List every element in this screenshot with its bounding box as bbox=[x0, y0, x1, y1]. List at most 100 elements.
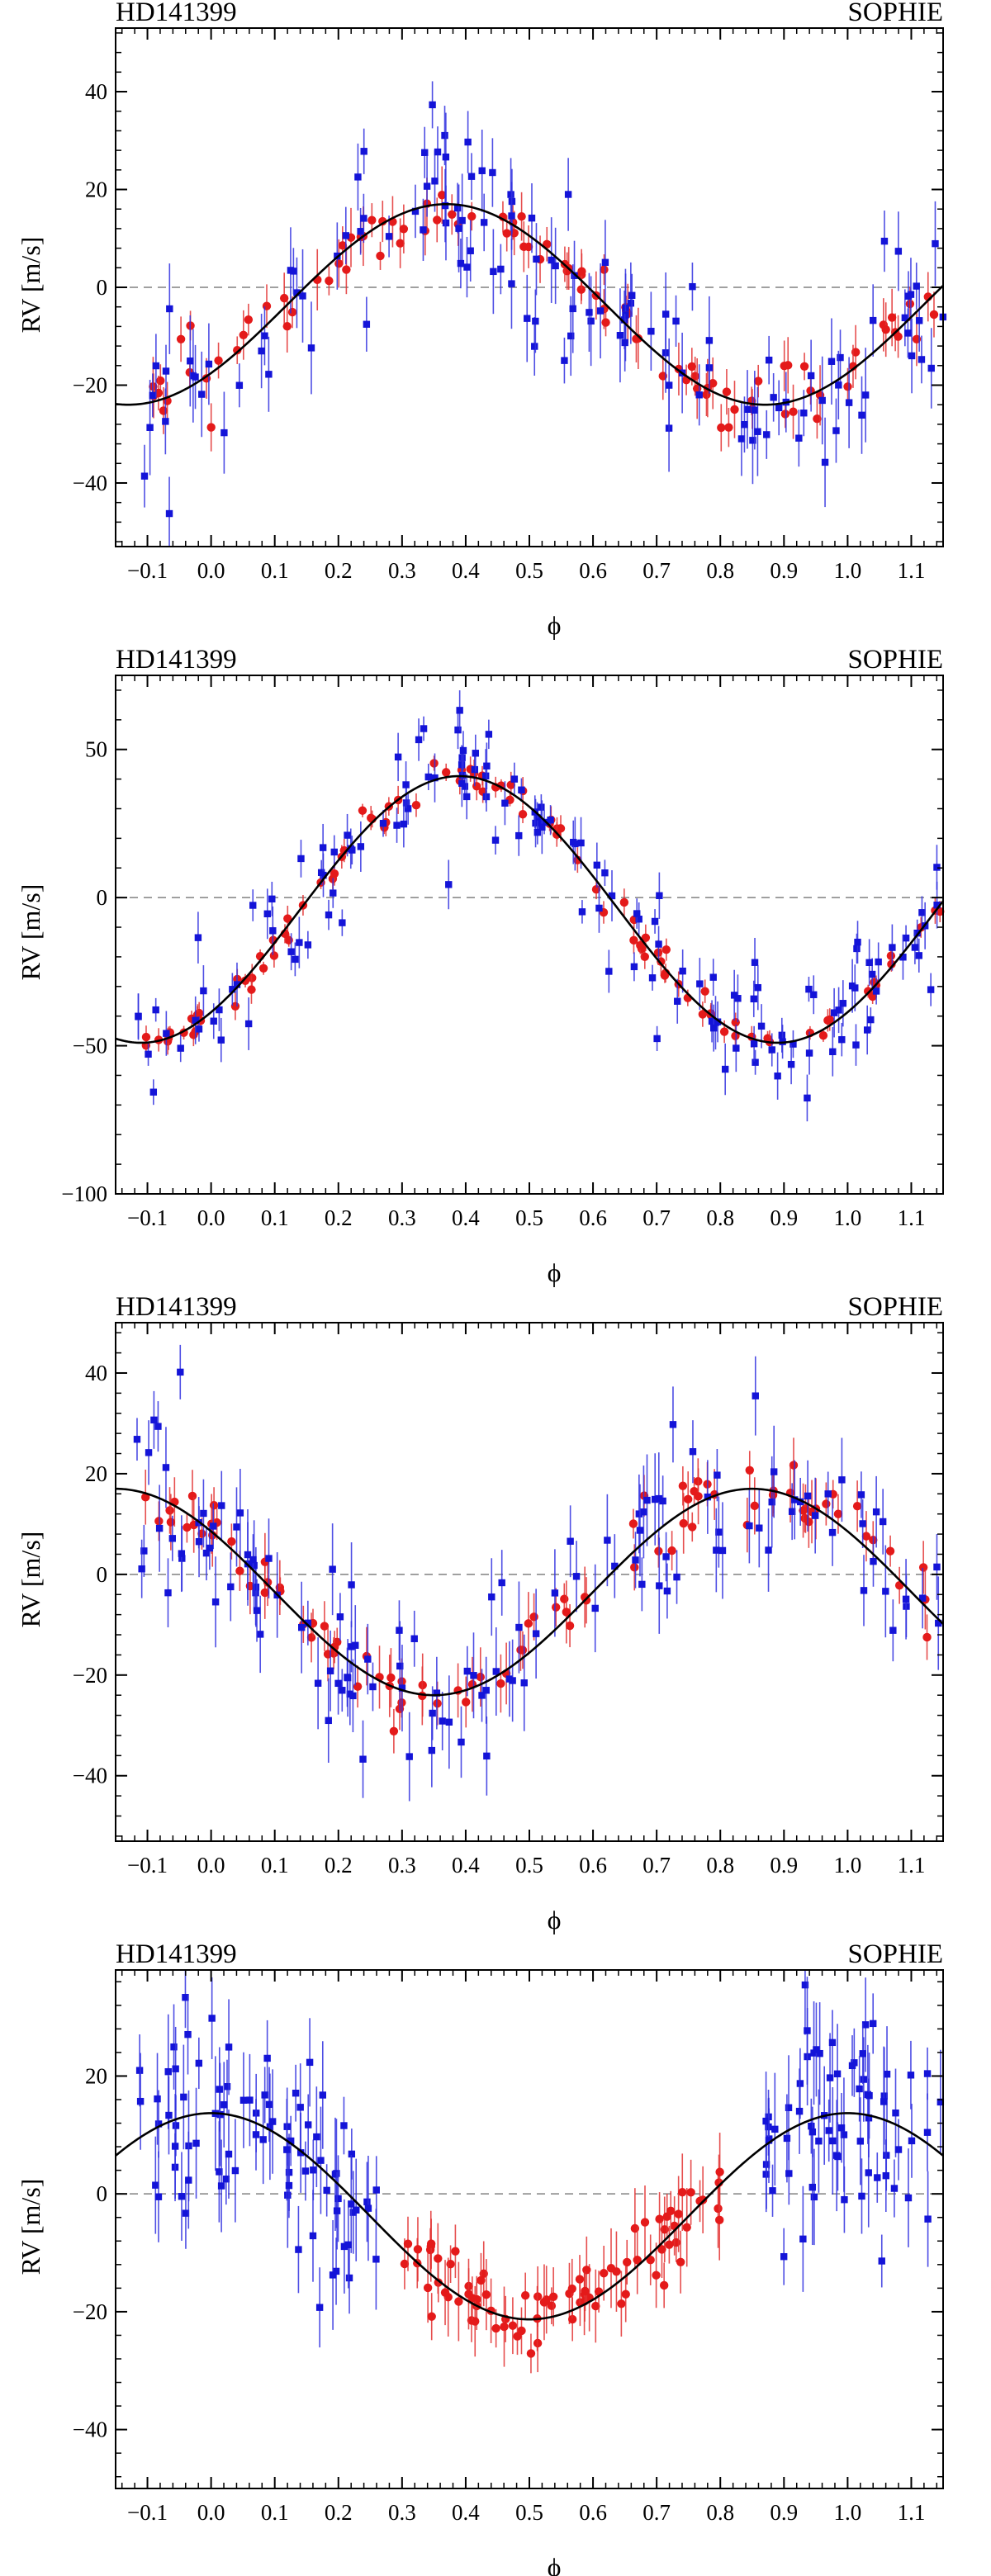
data-point-other bbox=[708, 1017, 716, 1025]
data-point-other bbox=[933, 1563, 941, 1571]
panel-4-title-left: HD141399 bbox=[116, 1939, 237, 1969]
data-point-other bbox=[867, 1016, 875, 1024]
data-point-other bbox=[757, 1022, 766, 1030]
x-tick-label: 0.7 bbox=[642, 2500, 671, 2525]
panel-2-axes: −0.1 0.0 0.1 0.2 0.3 0.4 0.5 0.6 0.7 0.8 0.9 1.0 1.1… bbox=[61, 675, 944, 1230]
data-point-sophie bbox=[214, 356, 223, 365]
data-point-other bbox=[811, 1512, 819, 1519]
data-point-sophie bbox=[667, 1546, 676, 1556]
data-point-other bbox=[883, 2070, 891, 2078]
data-point-other bbox=[431, 178, 439, 185]
x-tick-label: 0.8 bbox=[706, 2500, 734, 2525]
data-point-other bbox=[429, 1709, 436, 1717]
data-point-sophie bbox=[600, 2269, 609, 2278]
data-point-other bbox=[765, 2137, 773, 2144]
data-point-other bbox=[795, 2107, 804, 2115]
data-point-sophie bbox=[517, 212, 526, 221]
data-point-sophie bbox=[524, 242, 533, 252]
data-point-other bbox=[839, 1000, 847, 1007]
data-point-sophie bbox=[715, 2167, 724, 2176]
data-point-sophie bbox=[702, 390, 711, 400]
data-point-sophie bbox=[715, 2215, 724, 2225]
data-point-other bbox=[192, 1016, 199, 1024]
data-point-other bbox=[828, 1528, 837, 1537]
x-tick-label: 0.4 bbox=[452, 558, 480, 583]
data-point-other bbox=[348, 2200, 355, 2208]
data-point-other bbox=[154, 2193, 163, 2200]
x-tick-label: 0.3 bbox=[388, 1205, 416, 1230]
panel-1-fit-layer bbox=[115, 202, 944, 406]
data-point-other bbox=[357, 843, 365, 850]
data-point-other bbox=[325, 1717, 332, 1725]
y-tick-label: 20 bbox=[85, 178, 107, 202]
data-point-other bbox=[162, 1464, 170, 1471]
data-point-other bbox=[235, 381, 244, 389]
data-point-other bbox=[834, 2152, 842, 2161]
data-point-other bbox=[287, 948, 295, 955]
data-point-sophie bbox=[440, 2288, 450, 2297]
data-point-other bbox=[795, 434, 803, 442]
x-tick-label: 0.7 bbox=[642, 1205, 671, 1230]
data-point-sophie bbox=[665, 2240, 674, 2249]
x-tick-label: 1.0 bbox=[834, 558, 862, 583]
x-tick-label: −0.1 bbox=[127, 558, 168, 583]
data-point-other bbox=[217, 2182, 225, 2190]
data-point-other bbox=[564, 191, 572, 198]
data-point-other bbox=[478, 167, 486, 174]
data-point-other bbox=[489, 168, 496, 177]
data-point-other bbox=[152, 362, 160, 370]
data-point-other bbox=[787, 1060, 795, 1068]
panel-2-series-layer bbox=[135, 690, 945, 1122]
data-point-other bbox=[296, 2104, 304, 2111]
data-point-other bbox=[875, 958, 882, 966]
data-point-other bbox=[872, 1508, 880, 1516]
data-point-other bbox=[400, 820, 408, 828]
data-point-other bbox=[704, 1493, 712, 1501]
data-point-other bbox=[163, 1030, 170, 1037]
data-point-other bbox=[304, 2121, 312, 2129]
data-point-other bbox=[283, 2146, 291, 2153]
data-point-other bbox=[635, 1510, 643, 1518]
data-point-sophie bbox=[240, 976, 250, 986]
data-point-other bbox=[737, 435, 746, 443]
data-point-other bbox=[547, 817, 554, 824]
data-point-other bbox=[138, 1565, 145, 1573]
data-point-sophie bbox=[206, 423, 216, 432]
data-point-sophie bbox=[429, 759, 439, 768]
x-tick-label: 0.0 bbox=[197, 1205, 225, 1230]
data-point-other bbox=[310, 2166, 317, 2174]
data-point-other bbox=[936, 2098, 945, 2106]
data-point-other bbox=[319, 2091, 326, 2099]
data-point-other bbox=[635, 916, 642, 923]
data-point-other bbox=[379, 820, 387, 827]
data-point-other bbox=[349, 1692, 357, 1700]
data-point-other bbox=[225, 2043, 233, 2051]
data-point-other bbox=[306, 2058, 314, 2067]
data-point-sophie bbox=[403, 2239, 413, 2248]
data-point-other bbox=[518, 786, 525, 793]
data-point-other bbox=[762, 2117, 770, 2125]
data-point-other bbox=[259, 2136, 267, 2143]
data-point-other bbox=[892, 2110, 899, 2117]
data-point-sophie bbox=[434, 2254, 443, 2263]
data-point-sophie bbox=[467, 211, 477, 221]
x-tick-label: 0.1 bbox=[261, 1853, 289, 1878]
data-point-other bbox=[567, 332, 575, 340]
data-point-sophie bbox=[678, 1481, 688, 1490]
data-point-other bbox=[457, 259, 465, 268]
data-point-other bbox=[140, 1547, 148, 1555]
data-point-other bbox=[467, 173, 476, 180]
data-point-other bbox=[628, 291, 636, 299]
data-point-other bbox=[841, 2195, 848, 2204]
data-point-sophie bbox=[376, 251, 385, 261]
data-point-other bbox=[292, 955, 299, 964]
data-point-other bbox=[856, 2138, 865, 2145]
x-tick-label: 0.6 bbox=[579, 1205, 607, 1230]
data-point-sophie bbox=[339, 845, 349, 855]
x-tick-label: 0.9 bbox=[770, 1205, 798, 1230]
data-point-sophie bbox=[227, 1537, 236, 1546]
data-point-sophie bbox=[628, 1519, 638, 1528]
data-point-other bbox=[177, 1044, 184, 1052]
data-point-sophie bbox=[684, 1494, 693, 1504]
data-point-sophie bbox=[183, 1522, 192, 1532]
